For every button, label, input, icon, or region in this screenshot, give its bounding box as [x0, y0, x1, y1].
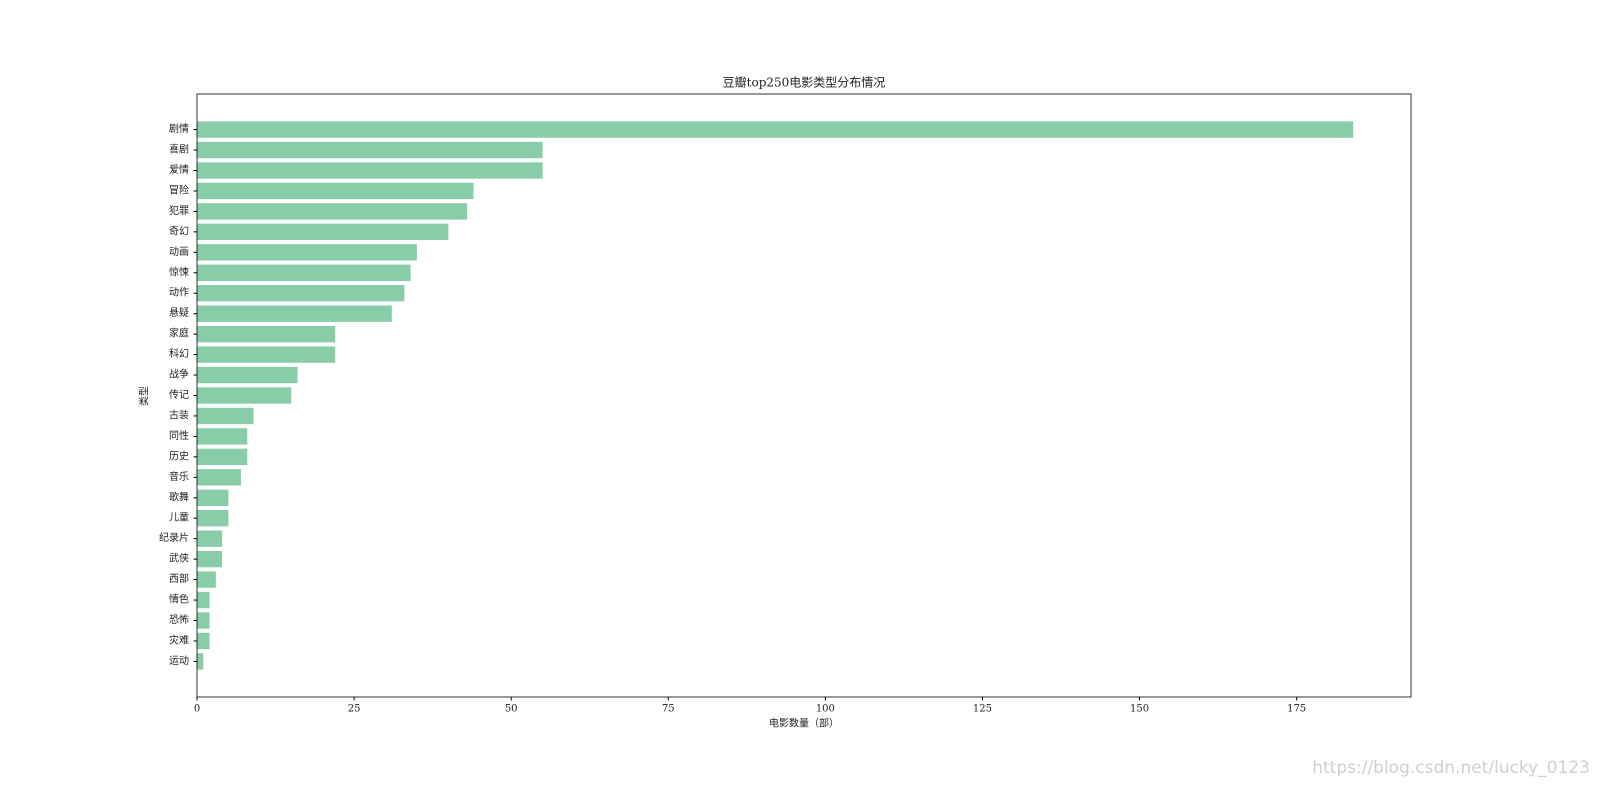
y-tick-label: 悬疑 — [169, 307, 189, 319]
bar — [197, 428, 248, 445]
bar — [197, 632, 210, 650]
chart-title: 豆瓣top250电影类型分布情况 — [723, 76, 886, 90]
y-tick-label: 冒险 — [169, 183, 189, 196]
x-tick-label: 75 — [662, 704, 675, 715]
bar — [197, 366, 298, 384]
bar — [197, 612, 210, 629]
plot-frame — [196, 93, 1412, 698]
bar — [197, 550, 223, 568]
y-tick-label: 战争 — [169, 368, 189, 381]
bar — [197, 346, 336, 363]
y-tick-label: 剧情 — [169, 122, 189, 135]
bar — [197, 264, 411, 281]
bar — [197, 162, 543, 179]
bar — [197, 530, 223, 547]
bar — [197, 285, 405, 302]
y-tick-label: 音乐 — [169, 470, 189, 483]
x-tick-label: 25 — [348, 704, 361, 715]
y-tick-label: 同性 — [169, 429, 189, 442]
bar — [197, 244, 417, 261]
x-tick-label: 150 — [1130, 704, 1149, 715]
x-tick-label: 100 — [816, 704, 835, 715]
y-tick-label: 纪录片 — [159, 531, 189, 544]
y-tick-label: 儿童 — [169, 511, 189, 524]
x-tick-label: 175 — [1287, 704, 1306, 715]
y-tick-label: 歌舞 — [169, 490, 189, 503]
bar — [197, 653, 204, 670]
bar — [197, 571, 216, 588]
bar — [197, 591, 210, 609]
x-axis-label: 电影数量（部） — [769, 717, 839, 730]
y-tick-label: 情色 — [169, 593, 189, 606]
y-tick-label: 奇幻 — [169, 224, 189, 237]
y-tick-label: 灾难 — [169, 633, 189, 646]
y-tick-label: 传记 — [169, 389, 189, 401]
y-tick-label: 动作 — [169, 287, 189, 299]
x-tick-label: 125 — [973, 704, 992, 715]
y-tick-label: 爱情 — [169, 163, 189, 176]
y-tick-label: 恐怖 — [169, 613, 189, 626]
bar — [197, 121, 1354, 138]
bar — [197, 182, 474, 200]
y-tick-label: 运动 — [169, 655, 189, 667]
bar — [197, 223, 449, 241]
bar — [197, 305, 392, 322]
bar — [197, 325, 336, 343]
y-tick-label: 动画 — [169, 246, 189, 258]
bar — [197, 469, 241, 486]
y-tick-label: 西部 — [169, 572, 189, 585]
bar — [197, 407, 254, 425]
x-tick-label: 0 — [194, 704, 200, 715]
watermark: https://blog.csdn.net/lucky_0123 — [1312, 758, 1590, 778]
y-tick-label: 犯罪 — [169, 205, 189, 217]
y-tick-label: 古装 — [169, 408, 189, 421]
y-tick-label: 武侠 — [169, 552, 189, 565]
y-axis-label: 类型 — [138, 386, 151, 406]
bar — [197, 489, 229, 506]
y-tick-label: 喜剧 — [169, 143, 189, 156]
bar — [197, 387, 292, 404]
y-tick-label: 历史 — [169, 450, 189, 462]
y-tick-label: 惊悚 — [169, 265, 189, 278]
bar — [197, 448, 248, 466]
y-tick-label: 科幻 — [169, 347, 189, 360]
bar — [197, 141, 543, 159]
y-tick-label: 家庭 — [169, 327, 189, 340]
bar — [197, 203, 468, 220]
bar — [197, 510, 229, 527]
x-tick-label: 50 — [505, 704, 518, 715]
